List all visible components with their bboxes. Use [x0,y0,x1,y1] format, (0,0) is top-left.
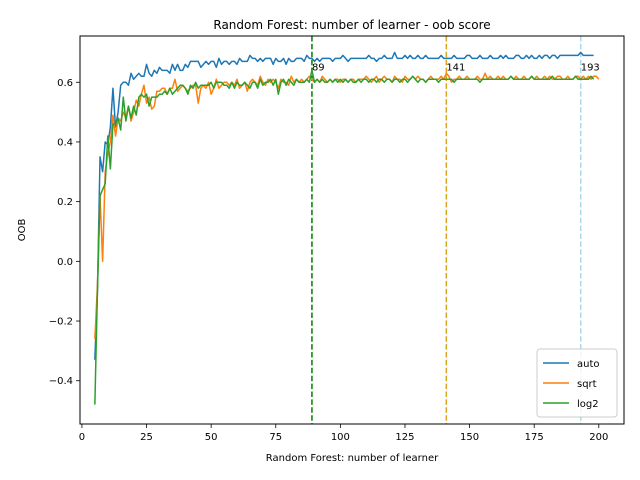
y-tick-label: 0.2 [57,197,73,208]
x-tick-label: 75 [269,432,282,443]
x-axis-title: Random Forest: number of learner [266,453,439,464]
series-lines [94,51,600,405]
axes-frame [79,35,625,425]
reference-lines: 89 141 193 [311,36,600,424]
x-tick-label: 125 [395,432,414,443]
legend-box [536,348,618,418]
y-tick-label: 0.0 [57,257,73,268]
legend: auto sqrt log2 [536,348,618,418]
x-tick-label: 50 [205,432,218,443]
x-axis-ticks: 0 25 50 75 100 125 150 175 200 [79,424,608,443]
vline-label-89: 89 [312,62,325,73]
y-tick-label: 0.4 [57,137,73,148]
x-tick-label: 200 [589,432,608,443]
y-tick-label: −0.2 [49,317,73,328]
y-axis-title: OOB [17,219,28,242]
x-tick-label: 100 [331,432,350,443]
series-line-auto [94,51,594,360]
legend-label-sqrt: sqrt [577,379,597,390]
vline-label-141: 141 [446,62,465,73]
y-axis-ticks: −0.4 −0.2 0.0 0.2 0.4 0.6 [49,78,80,387]
legend-label-auto: auto [577,359,600,370]
legend-label-log2: log2 [577,399,599,410]
y-tick-label: 0.6 [57,78,73,89]
vline-label-193: 193 [581,62,600,73]
x-tick-label: 175 [525,432,544,443]
series-line-log2 [94,69,595,405]
y-tick-label: −0.4 [49,376,73,387]
x-tick-label: 0 [79,432,85,443]
x-tick-label: 25 [140,432,153,443]
chart-title: Random Forest: number of learner - oob s… [213,18,490,32]
x-tick-label: 150 [460,432,479,443]
